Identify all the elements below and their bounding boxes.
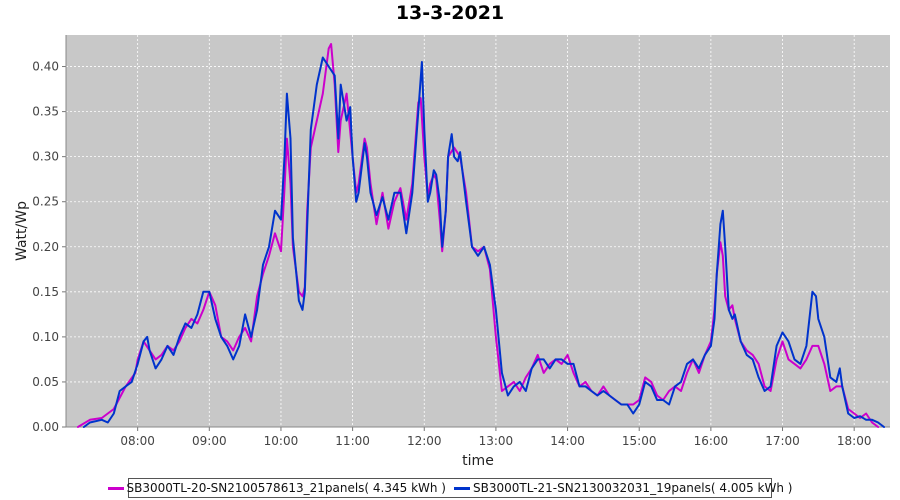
y-axis-label: Watt/Wp	[14, 201, 30, 261]
x-tick-label: 10:00	[264, 434, 299, 448]
x-tick-label: 17:00	[765, 434, 800, 448]
chart-title: 13-3-2021	[395, 2, 505, 24]
plot-area	[66, 35, 890, 427]
legend-swatch-series-1	[107, 486, 124, 490]
x-tick-label: 09:00	[192, 434, 227, 448]
x-tick-label: 12:00	[407, 434, 442, 448]
y-tick-label: 0.25	[32, 195, 59, 209]
x-axis-label: time	[462, 453, 494, 469]
x-tick-label: 14:00	[550, 434, 585, 448]
y-tick-label: 0.20	[32, 240, 59, 254]
x-tick-label: 16:00	[694, 434, 729, 448]
grid-lines	[66, 35, 890, 427]
series-lines	[76, 43, 885, 428]
x-tick-label: 15:00	[622, 434, 657, 448]
legend-item-series-1: SB3000TL-20-SN2100578613_21panels( 4.345…	[107, 481, 446, 495]
x-tick-label: 18:00	[837, 434, 872, 448]
axes: 0.00 0.05 0.10 0.15 0.20 0.25 0.30 0.35 0.40 08:0…	[32, 35, 890, 448]
x-tick-label: 11:00	[335, 434, 370, 448]
y-tick-label: 0.05	[32, 375, 59, 389]
series-line-2	[82, 56, 885, 428]
x-tick-label: 13:00	[479, 434, 514, 448]
x-tick-label: 08:00	[120, 434, 155, 448]
y-tick-label: 0.35	[32, 105, 59, 119]
y-tick-label: 0.40	[32, 60, 59, 74]
legend: SB3000TL-20-SN2100578613_21panels( 4.345…	[107, 478, 792, 498]
y-tick-label: 0.00	[32, 420, 59, 434]
legend-swatch-series-2	[454, 486, 470, 490]
y-tick-label: 0.10	[32, 330, 59, 344]
legend-item-series-2: SB3000TL-21-SN2130032031_19panels( 4.005…	[454, 481, 792, 495]
y-tick-label: 0.15	[32, 285, 59, 299]
y-tick-label: 0.30	[32, 150, 59, 164]
legend-label-series-2: SB3000TL-21-SN2130032031_19panels( 4.005…	[473, 481, 793, 495]
legend-label-series-1: SB3000TL-20-SN2100578613_21panels( 4.345…	[126, 481, 446, 495]
